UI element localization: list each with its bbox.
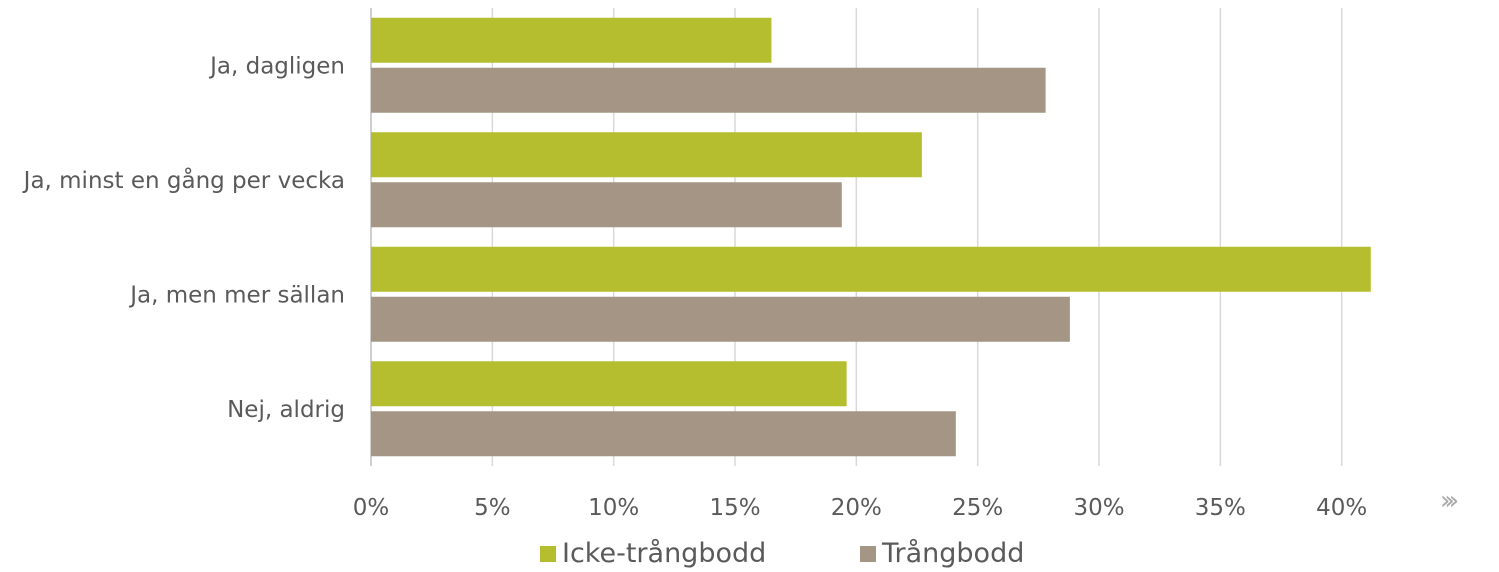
bar-chart: Ja, dagligen Ja, minst en gång per vecka J… [22, 8, 1371, 521]
more-chevrons-icon[interactable]: ››› [1440, 486, 1459, 516]
x-tick-label: 40% [1316, 495, 1367, 521]
bar-icke-trangbodd [371, 132, 922, 178]
x-tick-label: 5% [474, 495, 511, 521]
x-tick-label: 15% [709, 495, 760, 521]
legend-item-icke-trangbodd: Icke-trångbodd [540, 536, 766, 572]
x-tick-label: 35% [1195, 495, 1246, 521]
category-label: Ja, dagligen [208, 53, 345, 79]
legend-item-trangbodd: Trångbodd [860, 536, 1024, 572]
x-tick-label: 25% [952, 495, 1003, 521]
bar-icke-trangbodd [371, 246, 1371, 292]
legend-swatch [540, 546, 556, 562]
legend-label: Trångbodd [882, 538, 1025, 569]
bar-trangbodd [371, 296, 1070, 342]
x-tick-label: 30% [1073, 495, 1124, 521]
x-tick-label: 10% [588, 495, 639, 521]
bar-icke-trangbodd [371, 17, 772, 63]
category-label: Ja, minst en gång per vecka [22, 166, 345, 194]
x-tick-label: 20% [831, 495, 882, 521]
bar-trangbodd [371, 411, 956, 457]
x-tick-labels: 0% 5% 10% 15% 20% 25% 30% 35% 40% [353, 495, 1367, 521]
category-label: Nej, aldrig [227, 397, 345, 423]
bar-trangbodd [371, 182, 842, 228]
category-labels: Ja, dagligen Ja, minst en gång per vecka J… [22, 53, 345, 423]
x-tick-label: 0% [353, 495, 390, 521]
bar-trangbodd [371, 67, 1046, 113]
bar-icke-trangbodd [371, 361, 847, 407]
legend: Icke-trångbodd Trångbodd [0, 536, 1499, 572]
legend-label: Icke-trångbodd [562, 538, 767, 569]
legend-swatch [860, 546, 876, 562]
category-label: Ja, men mer sällan [128, 282, 345, 308]
bars [371, 17, 1371, 457]
